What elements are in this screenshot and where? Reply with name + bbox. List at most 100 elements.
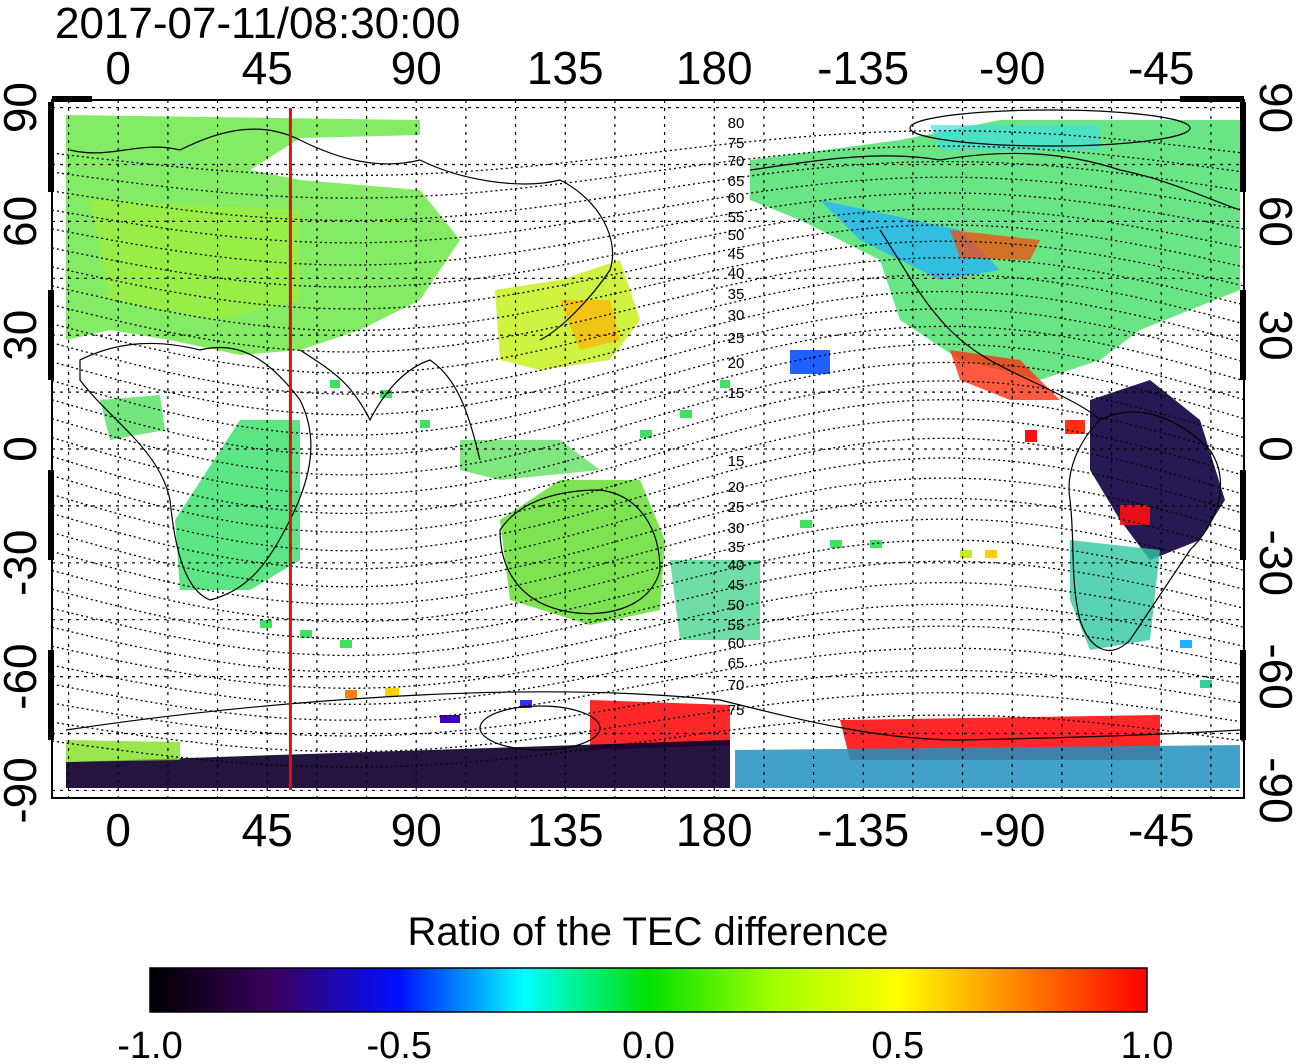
magnetic-latitude-contour [52,669,1244,737]
magnetic-lat-label-south: 35 [728,539,745,556]
right-edge-bar-1 [1240,102,1246,192]
magnetic-latitude-contour [52,290,1244,395]
lat-tick-right-label: 0 [1250,436,1296,462]
magnetic-latitude-contour [52,625,1244,705]
lon-tick-top-label: 45 [242,42,293,94]
magnetic-lat-label-south: 20 [728,479,745,496]
colorbar [149,967,1148,1013]
lon-tick-top-label: -45 [1128,42,1194,94]
lon-tick-top-label: -135 [817,42,909,94]
arctic-cyan-patch [930,125,1100,150]
coast-australia [499,489,661,615]
lat-tick-right-label: 60 [1250,196,1296,247]
lat-tick-left-label: -90 [0,757,46,823]
lon-tick-bottom-label: 180 [676,804,753,856]
lat-tick-left-label: 0 [0,436,46,462]
lon-tick-bottom-label: 135 [527,804,604,856]
coast-arctic-loop [909,109,1191,147]
magnetic-latitude-contour [52,581,1244,673]
magnetic-lat-label-south: 45 [728,577,745,594]
australia-patch [500,480,665,625]
magnetic-lat-label-south: 40 [728,557,745,574]
coast-north-america [749,152,1241,421]
coast-europe [69,128,614,341]
magnetic-lat-label-north: 15 [728,385,745,402]
magnetic-latitude-contour [52,192,1244,266]
lat-tick-right-label: 30 [1250,310,1296,361]
magnetic-latitude-contour [52,160,1244,222]
lon-tick-bottom-label: -45 [1128,804,1194,856]
coast-antarctica [65,691,1241,741]
magnetic-latitude-contour [52,477,1244,588]
lon-tick-bottom-label: 90 [391,804,442,856]
lat-tick-right-label: -30 [1250,530,1296,596]
magnetic-latitude-contours [52,130,1244,768]
colorbar-tick-label: 1.0 [1121,1025,1174,1064]
timestamp-title: 2017-07-11/08:30:00 [55,0,461,48]
antarctic-dark-patch [66,740,730,788]
canada-blue-patch [820,200,1000,280]
europe-core-patch [90,200,300,320]
magnetic-lat-label-north: 70 [728,153,745,170]
magnetic-latitude-contour [52,176,1244,244]
antarctic-mixed-patch [735,745,1240,788]
magnetic-lat-label-south: 60 [728,635,745,652]
great-lakes-hot-patch [950,230,1040,260]
lat-tick-left-label: 60 [0,196,46,247]
magnetic-lat-label-north: 25 [728,330,745,347]
lon-tick-bottom-label: -135 [817,804,909,856]
magnetic-latitude-contour [52,497,1244,606]
magnetic-lat-label-south: 50 [728,597,745,614]
colorbar-tick-label: 0.5 [871,1025,924,1064]
longitude-ticks-top: 0 45 90 135 180 -135 -90 -45 [105,42,1194,94]
coast-south-america [1068,411,1221,651]
magnetic-latitude-contour [52,692,1244,753]
scattered-observations [260,350,1212,723]
magnetic-lat-label-south: 65 [728,655,745,672]
left-edge-bar-1 [48,102,54,192]
top-edge-bar-right [1180,96,1244,102]
magnetic-latitude-contour [52,273,1244,374]
magnetic-lat-label-north: 75 [728,135,745,152]
magnetic-latitude-contour [52,257,1244,353]
magnetic-latitude-contour [52,518,1244,623]
lon-tick-top-label: -90 [979,42,1045,94]
magnetic-lat-label-south: 25 [728,499,745,516]
lat-tick-left-label: 90 [0,82,46,133]
lat-tick-right-label: -60 [1250,643,1296,709]
right-edge-bar-4 [1240,650,1246,740]
magnetic-lat-label-north: 80 [728,115,745,132]
right-edge-bar-3 [1240,470,1246,560]
lat-tick-right-label: 90 [1250,82,1296,133]
colorbar-tick-label: -0.5 [367,1025,432,1064]
magnetic-lat-label-north: 40 [728,265,745,282]
latitude-ticks-left: 90 60 30 0 -30 -60 -90 [0,82,46,824]
lon-tick-top-label: 90 [391,42,442,94]
magnetic-lat-label-south: 30 [728,520,745,537]
magnetic-latitude-contour [52,647,1244,721]
magnetic-lat-label-north: 35 [728,286,745,303]
lon-tick-top-label: 135 [527,42,604,94]
top-edge-bar-left [52,96,92,102]
magnetic-latitude-contour [52,560,1244,657]
magnetic-lat-label-north: 45 [728,246,745,263]
magnetic-latitude-contour [52,240,1244,332]
lat-tick-left-label: -60 [0,643,46,709]
magnetic-lat-label-south: 70 [728,677,745,694]
magnetic-lat-label-south: 75 [728,702,745,719]
africa-patch [175,420,300,590]
magnetic-lat-label-north: 30 [728,307,745,324]
magnetic-latitude-contour [52,539,1244,640]
longitude-ticks-bottom: 0 45 90 135 180 -135 -90 -45 [105,804,1194,856]
magnetic-lat-label-north: 60 [728,190,745,207]
lon-tick-bottom-label: 0 [105,804,131,856]
colorbar-tick-label: 0.0 [622,1025,675,1064]
colorbar-ticks: -1.0 -0.5 0.0 0.5 1.0 [117,1025,1173,1064]
coast-antarctic-loop [479,705,601,751]
magnetic-latitude-contour [52,714,1244,768]
magnetic-lat-label-south: 55 [728,617,745,634]
south-america-red-patch [1120,505,1150,525]
